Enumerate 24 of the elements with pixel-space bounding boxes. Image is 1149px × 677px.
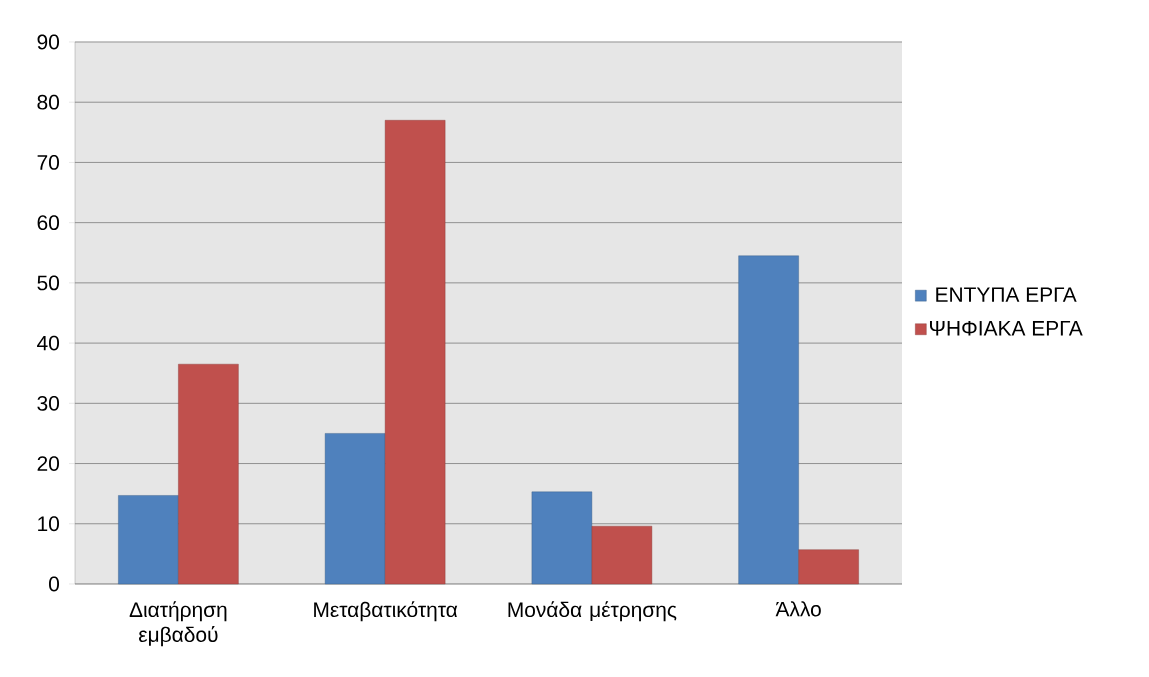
x-tick-label: Άλλο xyxy=(775,601,821,617)
y-tick-label: 70 xyxy=(37,155,60,170)
bar xyxy=(531,491,593,585)
y-tick-label: 60 xyxy=(37,215,60,231)
y-tick-label: 80 xyxy=(37,94,60,110)
y-tick-label: 40 xyxy=(37,335,60,351)
legend-label: ΕΝΤΥΠΑ ΕΡΓΑ xyxy=(936,287,1077,302)
bar xyxy=(591,525,653,585)
x-tick-label: Μονάδα μέτρησης xyxy=(508,601,677,622)
bar xyxy=(798,549,859,585)
legend-label: ΨΗΦΙΑΚΑ ΕΡΓΑ xyxy=(929,320,1083,336)
x-tick-label: Διατήρηση εμβαδού xyxy=(129,601,227,647)
y-tick-label: 0 xyxy=(49,576,60,592)
bar xyxy=(738,255,799,585)
bar xyxy=(118,495,179,585)
y-tick-label: 30 xyxy=(37,395,60,411)
y-tick-label: 10 xyxy=(38,516,60,532)
bar xyxy=(324,433,386,585)
bar xyxy=(178,363,239,585)
bar xyxy=(384,120,446,585)
x-tick-label: Μεταβατικότητα xyxy=(314,601,458,622)
y-tick-label: 50 xyxy=(37,275,60,291)
y-tick-label: 90 xyxy=(37,34,60,50)
y-tick-label: 20 xyxy=(37,456,60,471)
